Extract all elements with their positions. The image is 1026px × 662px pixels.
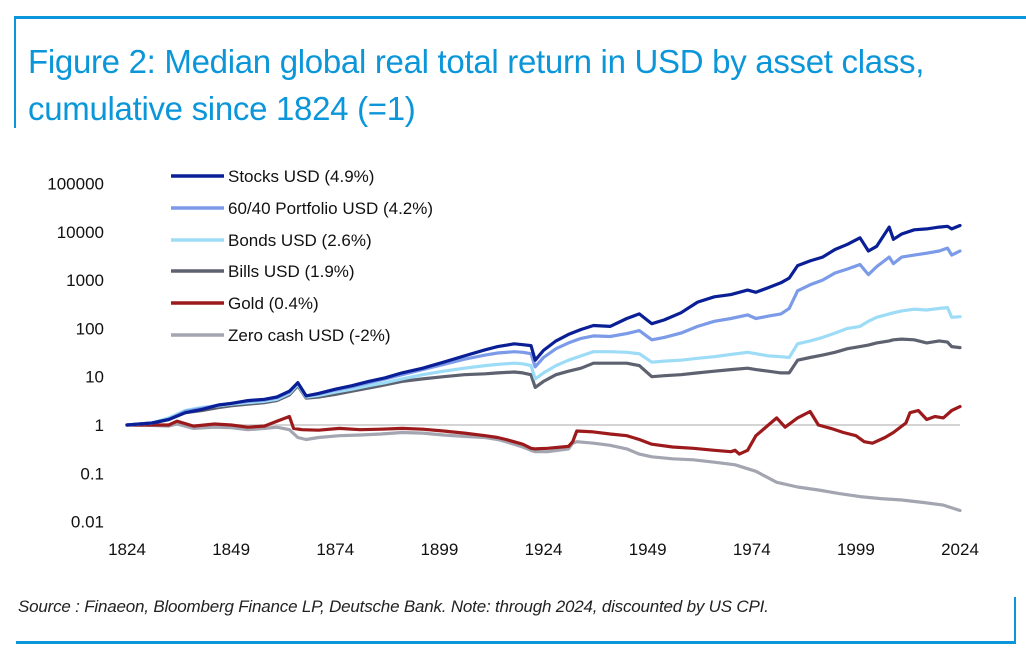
x-tick-label: 1974 bbox=[733, 540, 771, 559]
legend-label: Gold (0.4%) bbox=[228, 294, 319, 313]
x-tick-label: 1949 bbox=[629, 540, 667, 559]
top-border bbox=[14, 16, 1026, 19]
x-tick-label: 1849 bbox=[212, 540, 250, 559]
legend-label: Bonds USD (2.6%) bbox=[228, 231, 372, 250]
legend-item: 60/40 Portfolio USD (4.2%) bbox=[171, 199, 433, 218]
y-tick-label: 100 bbox=[76, 319, 104, 338]
y-axis: 100000 10000 1000 100 10 1 0.1 0.01 bbox=[47, 175, 104, 532]
x-tick-label: 1824 bbox=[108, 540, 146, 559]
source-note: Source : Finaeon, Bloomberg Finance LP, … bbox=[18, 597, 769, 616]
chart: 100000 10000 1000 100 10 1 0.1 0.01 1824 1849 187… bbox=[47, 167, 979, 559]
y-tick-label: 1000 bbox=[66, 271, 104, 290]
legend-label: Zero cash USD (-2%) bbox=[228, 326, 390, 345]
legend-label: 60/40 Portfolio USD (4.2%) bbox=[228, 199, 433, 218]
legend-label: Bills USD (1.9%) bbox=[228, 262, 355, 281]
series-line-4 bbox=[125, 405, 962, 456]
y-tick-label: 0.01 bbox=[71, 513, 104, 532]
y-tick-label: 0.1 bbox=[80, 464, 104, 483]
x-axis: 1824 1849 1874 1899 1924 1949 1974 1999 2024 bbox=[108, 540, 979, 559]
y-tick-label: 10 bbox=[85, 368, 104, 387]
right-border bbox=[1014, 597, 1016, 644]
x-tick-label: 1899 bbox=[420, 540, 458, 559]
legend-item: Zero cash USD (-2%) bbox=[171, 326, 390, 345]
figure-title: Figure 2: Median global real total retur… bbox=[28, 43, 925, 127]
y-tick-label: 1 bbox=[95, 416, 104, 435]
x-tick-label: 1999 bbox=[837, 540, 875, 559]
x-tick-label: 2024 bbox=[941, 540, 979, 559]
bottom-border bbox=[16, 641, 1016, 644]
series-line-0 bbox=[125, 223, 962, 427]
x-tick-label: 1874 bbox=[316, 540, 354, 559]
y-tick-label: 100000 bbox=[47, 175, 104, 194]
series-line-5 bbox=[125, 422, 962, 513]
y-tick-label: 10000 bbox=[57, 223, 104, 242]
legend-item: Gold (0.4%) bbox=[171, 294, 319, 313]
legend-label: Stocks USD (4.9%) bbox=[228, 167, 374, 186]
left-border bbox=[14, 16, 16, 128]
legend-item: Stocks USD (4.9%) bbox=[171, 167, 374, 186]
series-layer bbox=[125, 223, 962, 513]
legend: Stocks USD (4.9%) 60/40 Portfolio USD (4.… bbox=[171, 167, 433, 345]
legend-item: Bills USD (1.9%) bbox=[171, 262, 355, 281]
legend-item: Bonds USD (2.6%) bbox=[171, 231, 372, 250]
x-tick-label: 1924 bbox=[525, 540, 563, 559]
